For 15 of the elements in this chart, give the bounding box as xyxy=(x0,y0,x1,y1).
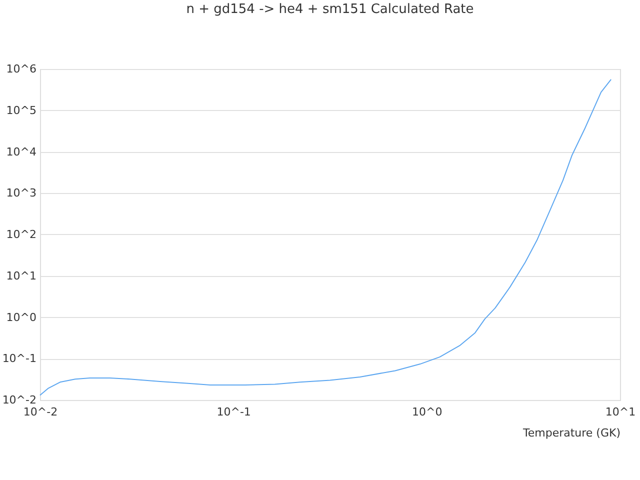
y-tick-label: 10^6 xyxy=(6,62,36,76)
y-tick-label: 10^5 xyxy=(6,104,36,117)
x-tick-label: 10^1 xyxy=(605,406,636,418)
y-tick-label: 10^0 xyxy=(6,310,36,324)
chart-title: n + gd154 -> he4 + sm151 Calculated Rate xyxy=(186,2,474,17)
y-tick-label: 10^4 xyxy=(6,145,36,158)
x-axis-title: Temperature (GK) xyxy=(522,426,620,440)
y-tick-label: 10^3 xyxy=(6,186,36,200)
y-tick-label: 10^2 xyxy=(6,228,36,241)
x-tick-label: 10^0 xyxy=(412,406,442,418)
x-tick-label: 10^-1 xyxy=(216,406,251,418)
y-tick-label: 10^-1 xyxy=(2,352,36,366)
x-tick-label: 10^-2 xyxy=(23,406,58,418)
y-tick-label: 10^1 xyxy=(6,269,36,282)
y-tick-label: 10^-2 xyxy=(2,394,36,406)
